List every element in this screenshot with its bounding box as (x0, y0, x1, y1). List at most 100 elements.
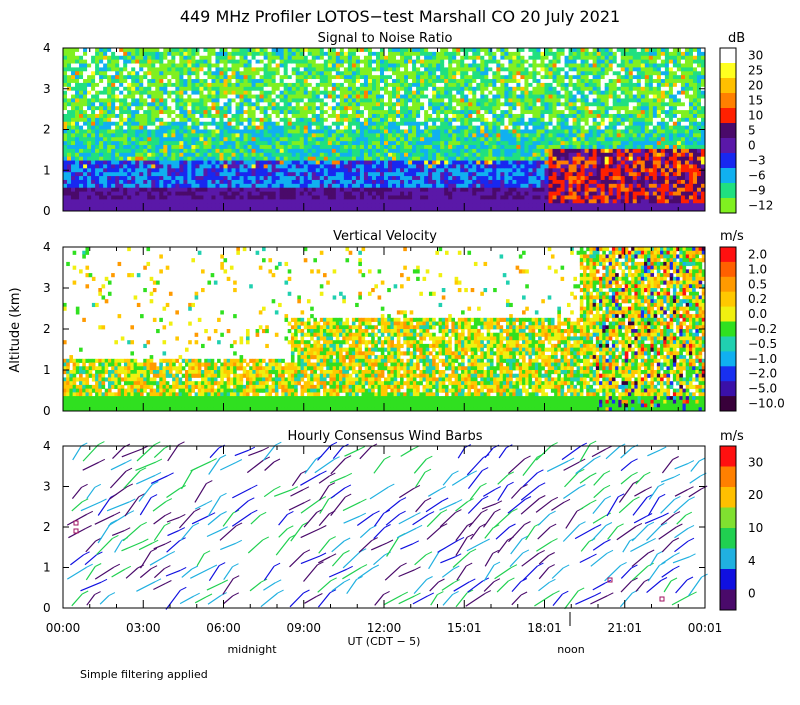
snr-cell (67, 168, 72, 173)
snr-cell (440, 183, 445, 189)
snr-cell (327, 199, 333, 204)
snr-cell (179, 203, 184, 208)
snr-cell (79, 191, 84, 196)
snr-cell (183, 191, 188, 196)
snr-cell (371, 51, 377, 57)
snr-cell (452, 156, 457, 162)
snr-cell (472, 168, 477, 173)
snr-cell (67, 63, 72, 68)
snr-cell (283, 195, 289, 200)
snr-cell (307, 71, 313, 76)
snr-cell (480, 75, 485, 80)
snr-cell (440, 79, 445, 84)
snr-cell (95, 75, 100, 80)
snr-cell (267, 86, 273, 92)
snr-cell (496, 183, 501, 189)
snr-cell (247, 113, 253, 119)
snr-cell (408, 164, 413, 169)
snr-cell (163, 94, 168, 99)
snr-cell (107, 160, 112, 165)
snr-cell (347, 98, 353, 103)
snr-cell (179, 106, 184, 111)
snr-cell (151, 156, 156, 162)
snr-cell (139, 90, 144, 96)
snr-cell (379, 110, 385, 115)
snr-cell (532, 90, 537, 96)
snr-cell (351, 82, 357, 88)
snr-cell (404, 125, 409, 130)
snr-cell (532, 102, 537, 107)
snr-cell (508, 156, 513, 162)
snr-cell (412, 98, 417, 103)
snr-cell (351, 113, 357, 119)
snr-cell (219, 164, 224, 169)
snr-cell (239, 86, 245, 92)
snr-cell (347, 110, 353, 115)
snr-cell (255, 86, 261, 92)
snr-cell (396, 98, 401, 103)
snr-cell (115, 125, 120, 130)
snr-cell (71, 145, 76, 150)
snr-cell (355, 164, 361, 169)
snr-cell (416, 79, 421, 84)
snr-cell (175, 110, 180, 115)
snr-cell (448, 59, 453, 65)
snr-cell (163, 121, 168, 127)
snr-cell (532, 145, 537, 150)
snr-cell (219, 191, 224, 196)
snr-cell (151, 168, 156, 173)
snr-cell (488, 113, 493, 119)
snr-cell (239, 183, 245, 189)
snr-cell (271, 172, 277, 177)
snr-cell (311, 141, 317, 146)
snr-cell (183, 86, 188, 92)
snr-cell (307, 67, 313, 72)
snr-cell (107, 125, 112, 130)
snr-cell (404, 148, 409, 154)
snr-cell (460, 63, 465, 68)
snr-cell (339, 133, 345, 138)
snr-cell (215, 94, 220, 99)
snr-cell (171, 117, 176, 123)
snr-cell (392, 48, 397, 53)
snr-cell (267, 176, 273, 181)
snr-cell (275, 176, 281, 181)
snr-cell (536, 63, 541, 68)
snr-cell (163, 183, 168, 189)
snr-cell (339, 48, 345, 53)
snr-cell (512, 117, 517, 123)
snr-cell (207, 195, 212, 200)
snr-cell (420, 145, 425, 150)
snr-cell (420, 137, 425, 142)
snr-cell (468, 168, 473, 173)
snr-cell (460, 172, 465, 177)
snr-cell (275, 168, 281, 173)
snr-cell (532, 67, 537, 72)
snr-cell (464, 110, 469, 115)
snr-cell (468, 152, 473, 158)
snr-cell (115, 148, 120, 154)
snr-cell (367, 94, 373, 99)
snr-cell (231, 79, 237, 84)
snr-cell (335, 176, 341, 181)
snr-cell (440, 176, 445, 181)
snr-cell (79, 172, 84, 177)
snr-cell (351, 156, 357, 162)
snr-cell (227, 94, 233, 99)
snr-cell (484, 179, 489, 185)
snr-cell (207, 102, 212, 107)
snr-cell (396, 179, 401, 185)
snr-cell (500, 117, 505, 123)
snr-cell (275, 160, 281, 165)
snr-cell (231, 195, 237, 200)
snr-cell (343, 168, 349, 173)
snr-cell (247, 106, 253, 111)
snr-cell (195, 98, 200, 103)
snr-cell (384, 63, 389, 68)
snr-cell (436, 82, 441, 88)
snr-cell (460, 152, 465, 158)
snr-cell (343, 117, 349, 123)
snr-cell (199, 156, 204, 162)
snr-cell (291, 55, 297, 61)
snr-cell (335, 160, 341, 165)
